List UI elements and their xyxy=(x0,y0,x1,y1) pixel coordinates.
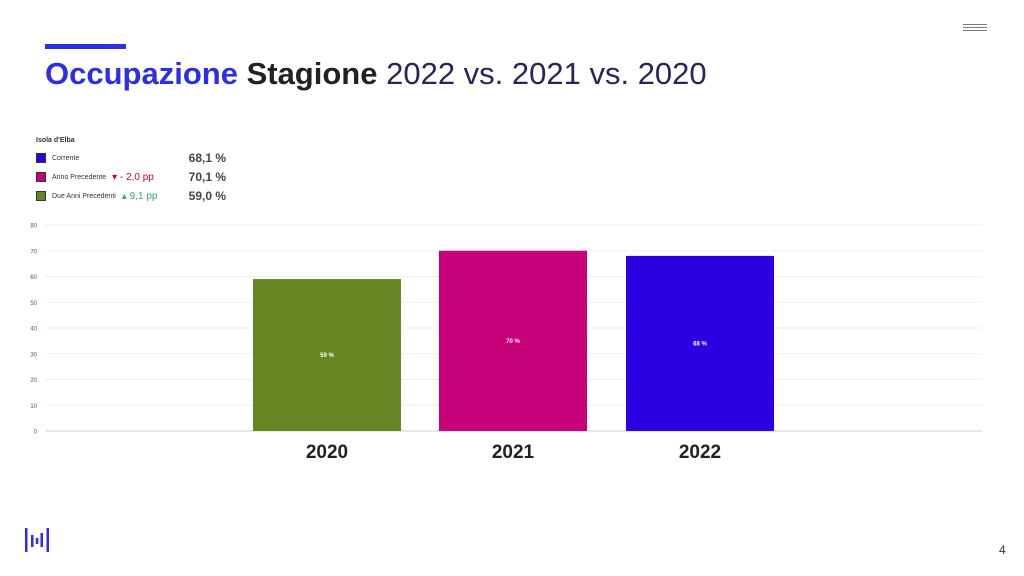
legend-title: Isola d'Elba xyxy=(36,137,75,144)
y-tick-label: 80 xyxy=(30,224,37,230)
title-accent-line xyxy=(45,44,126,49)
page-title: Occupazione Stagione 2022 vs. 2021 vs. 2… xyxy=(45,54,707,94)
data-label: 70 % xyxy=(506,339,520,345)
y-tick-label: 20 xyxy=(30,378,37,384)
title-highlight: Occupazione xyxy=(45,56,238,91)
legend-item-due-anni-precedenti: Due Anni Precedenti ▴ 9,1 pp xyxy=(36,189,157,203)
page-number: 4 xyxy=(999,543,1006,557)
x-tick-label: 2020 xyxy=(306,442,348,463)
legend-delta: ▴ 9,1 pp xyxy=(121,190,158,202)
y-tick-label: 30 xyxy=(30,352,37,358)
legend-delta: ▾ - 2,0 pp xyxy=(112,171,154,183)
legend-value: 70,1 % xyxy=(188,170,226,184)
data-label: 59 % xyxy=(320,353,334,359)
title-bold: Stagione xyxy=(246,56,378,91)
legend-item-corrente: Corrente xyxy=(36,151,79,165)
hamburger-menu-icon[interactable] xyxy=(963,24,987,32)
y-tick-label: 0 xyxy=(34,430,38,436)
legend-swatch xyxy=(36,153,46,163)
triangle-up-icon: ▴ xyxy=(121,190,130,202)
y-tick-label: 70 xyxy=(30,249,37,255)
legend-label: Due Anni Precedenti xyxy=(52,192,116,200)
legend-label: Anno Precedente xyxy=(52,173,107,181)
x-tick-label: 2022 xyxy=(679,442,721,463)
legend-value: 59,0 % xyxy=(188,189,226,203)
legend-value: 68,1 % xyxy=(188,151,226,165)
y-tick-label: 10 xyxy=(30,404,37,410)
y-tick-label: 60 xyxy=(30,275,37,281)
legend-item-anno-precedente: Anno Precedente ▾ - 2,0 pp xyxy=(36,170,154,184)
legend-swatch xyxy=(36,191,46,201)
bar-2021 xyxy=(439,250,587,431)
x-tick-label: 2021 xyxy=(492,442,535,463)
legend-label: Corrente xyxy=(52,154,80,162)
y-tick-label: 40 xyxy=(30,327,37,333)
data-label: 68 % xyxy=(693,341,707,347)
triangle-down-icon: ▾ xyxy=(112,171,120,183)
title-years: 2022 vs. 2021 vs. 2020 xyxy=(386,56,707,91)
brand-logo-icon xyxy=(25,528,49,552)
y-tick-label: 50 xyxy=(30,301,37,307)
bar-2020 xyxy=(253,279,401,431)
legend-swatch xyxy=(36,172,46,182)
bar-2022 xyxy=(626,255,774,431)
